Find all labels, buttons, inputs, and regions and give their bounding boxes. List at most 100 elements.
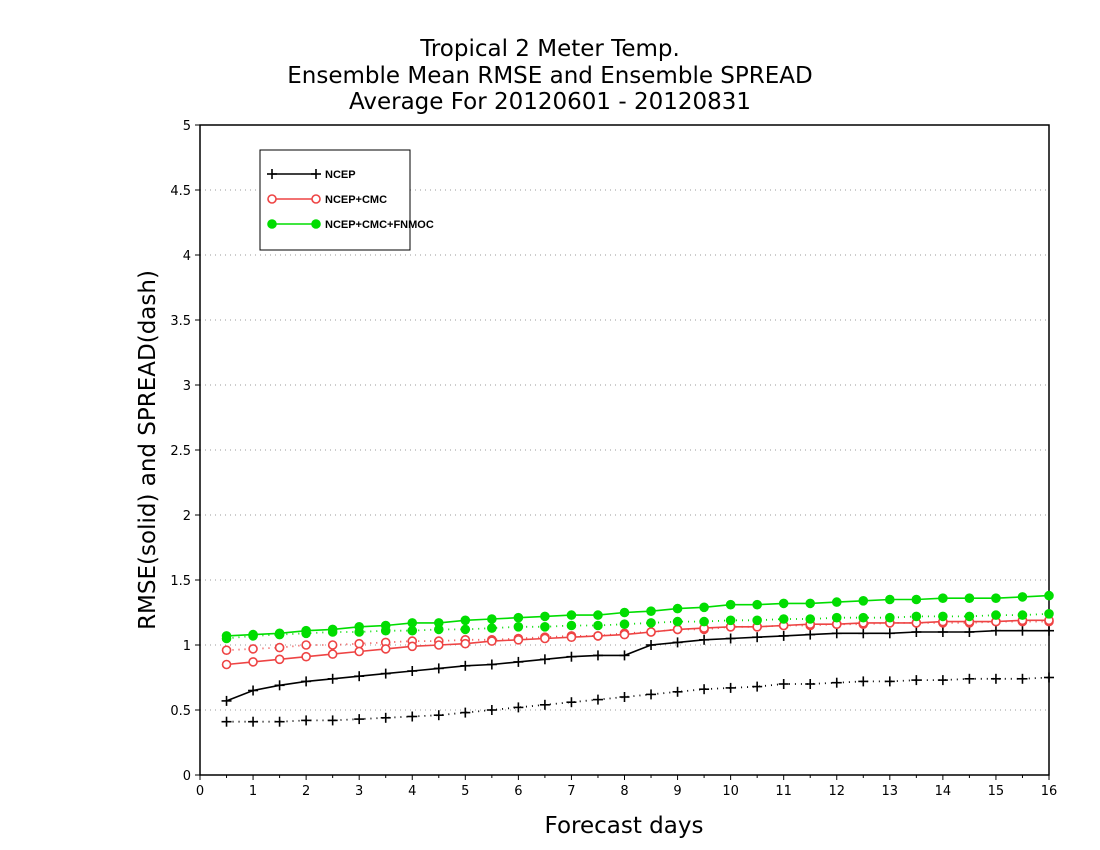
chart-title-line-1: Tropical 2 Meter Temp. <box>420 36 680 62</box>
rmse-point <box>407 618 418 628</box>
rmse-point <box>991 593 1001 604</box>
spread-point <box>991 610 1001 620</box>
rmse-point <box>301 651 311 662</box>
rmse-point <box>1017 625 1028 636</box>
spread-point <box>248 644 258 654</box>
spread-point <box>831 677 842 688</box>
rmse-point <box>672 637 683 648</box>
rmse-point <box>619 629 630 640</box>
spread-point <box>752 615 762 626</box>
rmse-point <box>964 627 975 637</box>
y-tick-label: 2.5 <box>170 444 191 459</box>
x-tick-label: 4 <box>408 784 416 799</box>
rmse-point <box>725 599 736 610</box>
legend: NCEP NCEP+CMC NCEP+CMC+FNMOC <box>259 149 434 251</box>
spread-point <box>699 684 710 695</box>
rmse-point <box>566 610 577 620</box>
spread-point <box>619 692 630 702</box>
rmse-point <box>831 628 842 639</box>
spread-point <box>566 697 577 708</box>
rmse-point <box>301 625 311 636</box>
spread-point <box>619 619 630 630</box>
spread-point <box>513 702 524 713</box>
rmse-point <box>858 596 869 606</box>
x-tick-label: 10 <box>722 784 739 799</box>
chart-title-line-3: Average For 20120601 - 20120831 <box>348 89 752 115</box>
rmse-point <box>301 676 312 687</box>
x-tick-label: 16 <box>1041 784 1058 799</box>
spread-point <box>433 710 444 721</box>
spread-line <box>226 620 1049 652</box>
y-tick-label: 3 <box>183 379 191 394</box>
rmse-point <box>858 628 869 639</box>
series-ncep-cmc-fnmoc <box>221 590 1054 644</box>
legend-marker <box>311 194 321 204</box>
spread-point <box>938 611 948 622</box>
spread-point <box>778 614 789 624</box>
legend-marker <box>311 219 321 229</box>
rmse-point <box>354 671 365 682</box>
rmse-point <box>805 629 816 640</box>
rmse-point <box>380 668 391 679</box>
x-tick-label: 13 <box>882 784 899 799</box>
rmse-point <box>566 651 577 662</box>
rmse-point <box>831 597 842 607</box>
x-axis-title: Forecast days <box>545 813 704 839</box>
rmse-point <box>646 627 656 637</box>
rmse-point <box>805 598 816 609</box>
spread-point <box>592 694 603 705</box>
x-tick-label: 3 <box>355 784 363 799</box>
rmse-point <box>460 615 471 626</box>
rmse-point <box>1044 625 1054 636</box>
rmse-point <box>911 627 922 637</box>
rmse-point <box>433 640 444 650</box>
rmse-point <box>487 614 497 624</box>
spread-point <box>593 620 603 631</box>
rmse-point <box>513 634 524 645</box>
spread-point <box>752 681 763 692</box>
y-tick-label: 1.5 <box>170 574 191 589</box>
spread-point <box>725 682 736 693</box>
x-tick-label: 0 <box>196 784 204 799</box>
rmse-point <box>884 628 895 639</box>
spread-point <box>1017 673 1028 684</box>
y-tick-label: 2 <box>183 509 191 524</box>
rmse-point <box>539 654 550 665</box>
y-tick-label: 1 <box>183 639 191 654</box>
legend-item: NCEP+CMC <box>267 194 387 206</box>
rmse-point <box>1017 592 1028 602</box>
rmse-point <box>619 607 630 618</box>
spread-point <box>274 642 285 653</box>
series-ncep-cmc <box>221 615 1054 670</box>
spread-point <box>1044 609 1054 619</box>
legend-label: NCEP+CMC+FNMOC <box>325 219 434 231</box>
x-tick-label: 2 <box>302 784 310 799</box>
rmse-point <box>885 594 895 605</box>
rmse-point <box>619 650 630 661</box>
rmse-point <box>672 603 683 614</box>
spread-point <box>885 612 895 623</box>
rmse-point <box>513 612 524 623</box>
rmse-point <box>937 627 948 637</box>
rmse-point <box>592 650 603 661</box>
rmse-point <box>540 611 550 622</box>
rmse-point <box>433 663 444 674</box>
rmse-point <box>327 624 338 635</box>
rmse-point <box>248 629 258 640</box>
y-tick-label: 0.5 <box>170 704 191 719</box>
legend-marker <box>267 219 277 229</box>
rmse-point <box>460 638 471 649</box>
spread-point <box>354 714 365 725</box>
rmse-point <box>327 649 338 659</box>
rmse-point <box>221 631 232 641</box>
series-ncep <box>221 625 1054 727</box>
rmse-point <box>593 610 603 620</box>
rmse-point <box>407 666 418 676</box>
rmse-point <box>354 646 364 657</box>
y-tick-label: 3.5 <box>170 314 191 329</box>
y-tick-label: 0 <box>183 769 191 784</box>
rmse-point <box>752 632 763 643</box>
rmse-point <box>248 657 258 667</box>
rmse-point <box>513 656 524 667</box>
